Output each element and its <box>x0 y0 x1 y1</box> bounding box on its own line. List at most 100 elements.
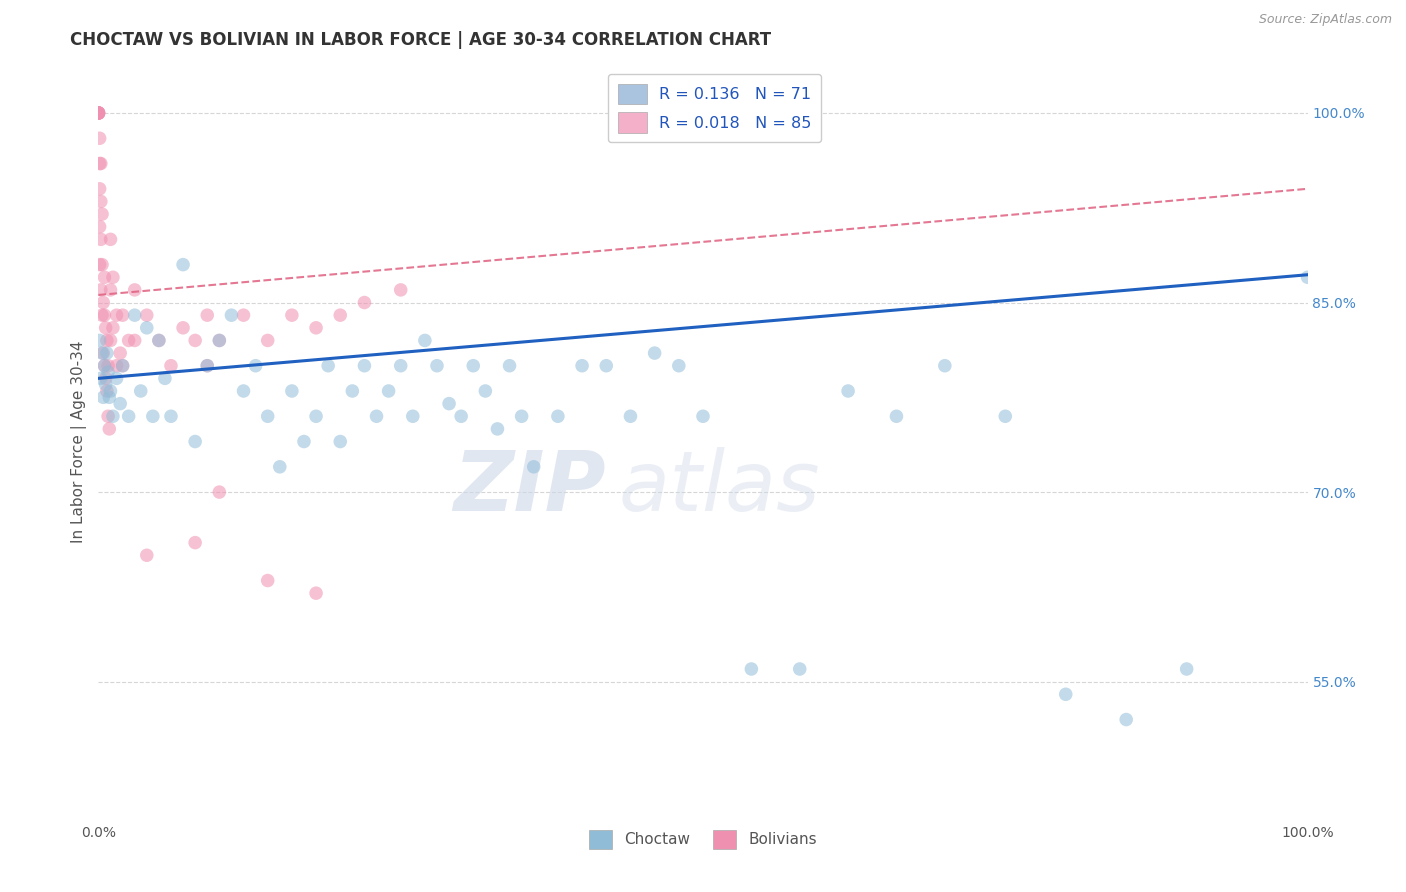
Point <box>1115 713 1137 727</box>
Point <box>94 321 117 335</box>
Point <box>510 409 533 424</box>
Point <box>108 346 131 360</box>
Point <box>402 409 425 424</box>
Point <box>172 258 194 272</box>
Point <box>437 396 460 410</box>
Point <box>172 321 194 335</box>
Point <box>389 359 412 373</box>
Point <box>87 106 110 120</box>
Point <box>269 459 291 474</box>
Point <box>595 359 617 373</box>
Point <box>97 359 120 373</box>
Point <box>100 283 122 297</box>
Point <box>105 359 128 373</box>
Point <box>256 409 278 424</box>
Text: Source: ZipAtlas.com: Source: ZipAtlas.com <box>1258 13 1392 27</box>
Point <box>135 548 157 562</box>
Point <box>129 384 152 398</box>
Point <box>118 334 141 348</box>
Point <box>100 334 122 348</box>
Point <box>668 359 690 373</box>
Point <box>142 409 165 424</box>
Point <box>89 219 111 234</box>
Point <box>96 384 118 398</box>
Point <box>789 662 811 676</box>
Point <box>184 334 207 348</box>
Point <box>91 346 114 360</box>
Point <box>329 434 352 449</box>
Point <box>101 321 124 335</box>
Point <box>1296 270 1319 285</box>
Point <box>91 390 114 404</box>
Point <box>148 334 170 348</box>
Point <box>353 359 375 373</box>
Point <box>232 308 254 322</box>
Point <box>221 308 243 322</box>
Point <box>101 270 124 285</box>
Point <box>256 334 278 348</box>
Point <box>148 334 170 348</box>
Point <box>91 258 114 272</box>
Point <box>160 409 183 424</box>
Text: ZIP: ZIP <box>454 447 606 527</box>
Point <box>87 106 110 120</box>
Point <box>108 396 131 410</box>
Y-axis label: In Labor Force | Age 30-34: In Labor Force | Age 30-34 <box>72 340 87 543</box>
Point <box>195 308 218 322</box>
Point <box>463 359 485 373</box>
Point <box>245 359 267 373</box>
Point <box>93 308 115 322</box>
Point <box>90 283 112 297</box>
Point <box>994 409 1017 424</box>
Point <box>93 359 115 373</box>
Point <box>547 409 569 424</box>
Point <box>486 422 509 436</box>
Point <box>135 321 157 335</box>
Point <box>89 258 111 272</box>
Point <box>87 106 110 120</box>
Point <box>208 334 231 348</box>
Point <box>342 384 364 398</box>
Point <box>91 308 114 322</box>
Point <box>160 359 183 373</box>
Point <box>101 409 124 424</box>
Point <box>208 485 231 500</box>
Point <box>281 308 304 322</box>
Point <box>90 156 112 170</box>
Point <box>90 194 112 209</box>
Point <box>94 371 117 385</box>
Point <box>93 270 115 285</box>
Point <box>124 283 146 297</box>
Point <box>91 207 114 221</box>
Point <box>474 384 496 398</box>
Point <box>184 434 207 449</box>
Point <box>329 308 352 322</box>
Point <box>87 106 110 120</box>
Point <box>100 384 122 398</box>
Point <box>740 662 762 676</box>
Point <box>305 409 328 424</box>
Point <box>305 321 328 335</box>
Point <box>90 232 112 246</box>
Point <box>87 106 110 120</box>
Point <box>195 359 218 373</box>
Point <box>1175 662 1198 676</box>
Point <box>105 308 128 322</box>
Point <box>89 131 111 145</box>
Point <box>184 535 207 549</box>
Point <box>111 308 134 322</box>
Point <box>886 409 908 424</box>
Point <box>498 359 520 373</box>
Point <box>96 346 118 360</box>
Legend: Choctaw, Bolivians: Choctaw, Bolivians <box>583 824 823 855</box>
Point <box>692 409 714 424</box>
Point <box>94 377 117 392</box>
Point <box>97 365 120 379</box>
Point <box>644 346 666 360</box>
Point <box>281 384 304 398</box>
Point <box>1054 687 1077 701</box>
Point <box>124 308 146 322</box>
Text: atlas: atlas <box>619 447 820 527</box>
Point <box>377 384 399 398</box>
Point <box>87 106 110 120</box>
